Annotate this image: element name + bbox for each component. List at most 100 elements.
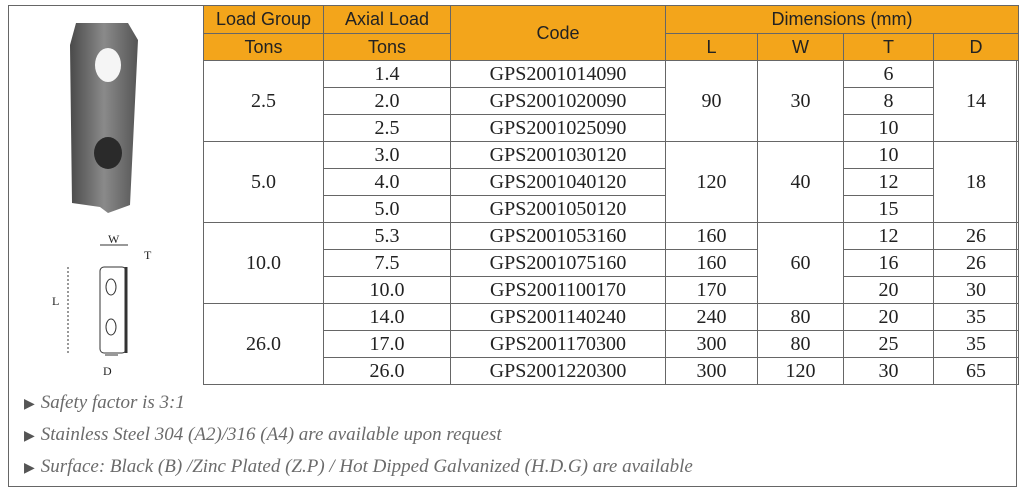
note-text: Stainless Steel 304 (A2)/316 (A4) are av… — [40, 424, 502, 445]
table-cell: 3.0 — [323, 141, 451, 169]
table-cell: GPS2001140240 — [450, 303, 666, 331]
hole — [94, 137, 122, 169]
bullet: ▶ — [24, 429, 35, 444]
table-cell: GPS2001030120 — [450, 141, 666, 169]
table-cell: 160 — [665, 249, 758, 277]
table-cell: 300 — [665, 330, 758, 358]
table-cell: 26 — [932, 249, 1020, 277]
header-cell: Axial Load — [323, 5, 451, 34]
dimension-drawing — [67, 244, 128, 356]
table-row: 5.0 GPS2001050120 15 — [204, 195, 1019, 223]
hole — [95, 48, 121, 82]
header-cell: T — [843, 33, 934, 61]
table-row: 2.5 GPS2001025090 10 — [204, 114, 1019, 142]
table-cell: 80 — [757, 303, 844, 331]
table-cell: 35 — [932, 330, 1020, 358]
table-cell: GPS2001014090 — [450, 60, 666, 88]
table-row: 2.5 1.4 GPS2001014090 90 30 6 14 — [203, 60, 1020, 142]
bullet: ▶ — [24, 461, 35, 476]
header-cell: D — [932, 33, 1020, 61]
table-cell: 20 — [843, 276, 934, 304]
bullet: ▶ — [24, 397, 35, 412]
table-cell: 14 — [932, 60, 1020, 142]
table-cell: GPS2001050120 — [450, 195, 666, 223]
product-illustration: W T L D — [52, 23, 152, 378]
label-w: W — [108, 232, 120, 246]
table-cell: 10.0 — [203, 222, 324, 304]
table-row: 10.0 GPS2001100170 170 20 30 — [204, 276, 1020, 304]
table-row: 10.0 5.3 GPS2001053160 160 60 12 26 — [203, 222, 1020, 304]
table-row: 7.5 GPS2001075160 160 16 26 — [204, 249, 1020, 277]
header-cell: Tons — [203, 33, 324, 61]
table-cell: 300 — [665, 357, 758, 385]
label-d: D — [103, 364, 112, 378]
table-cell: 170 — [665, 276, 758, 304]
table-cell: 40 — [757, 141, 844, 223]
table-cell: 120 — [757, 357, 844, 385]
table-cell: 7.5 — [323, 249, 451, 277]
header-cell: W — [757, 33, 844, 61]
table-cell: GPS2001020090 — [450, 87, 666, 115]
header-cell: Code — [450, 5, 666, 61]
table-row: 17.0 GPS2001170300 300 80 25 35 — [204, 330, 1020, 358]
table-cell: 30 — [843, 357, 934, 385]
label-l: L — [52, 294, 59, 308]
table-cell: 26.0 — [203, 303, 324, 385]
table-cell: 25 — [843, 330, 934, 358]
table-cell: 18 — [932, 141, 1020, 223]
table-cell: GPS2001025090 — [450, 114, 666, 142]
table-cell: 10.0 — [323, 276, 451, 304]
spec-table: Load Group Axial Load Code Dimensions (m… — [203, 5, 1020, 385]
header-cell: Load Group — [203, 5, 324, 34]
table-row: 2.0 GPS2001020090 8 — [204, 87, 1019, 115]
table-cell: 5.0 — [323, 195, 451, 223]
note-text: Safety factor is 3:1 — [40, 392, 185, 413]
table-cell: 6 — [843, 60, 934, 88]
table-cell: 26 — [932, 222, 1020, 250]
table-cell: 90 — [665, 60, 758, 142]
table-cell: 14.0 — [323, 303, 451, 331]
table-cell: 1.4 — [323, 60, 451, 88]
table-body: 2.5 1.4 GPS2001014090 90 30 6 14 2.0 GPS20010200… — [203, 60, 1020, 385]
note: ▶ Safety factor is 3:1 — [24, 392, 185, 414]
table-cell: 16 — [843, 249, 934, 277]
table-cell: 120 — [665, 141, 758, 223]
table-cell: 5.0 — [203, 141, 324, 223]
table-cell: 8 — [843, 87, 934, 115]
table-cell: 65 — [932, 357, 1020, 385]
table-cell: GPS2001220300 — [450, 357, 666, 385]
table-cell: 15 — [843, 195, 934, 223]
note: ▶ Surface: Black (B) /Zinc Plated (Z.P) /… — [24, 456, 693, 478]
header-cell: L — [665, 33, 758, 61]
table-cell: 30 — [757, 60, 844, 142]
table-cell: 60 — [757, 222, 844, 304]
table-cell: 10 — [843, 114, 934, 142]
note-text: Surface: Black (B) /Zinc Plated (Z.P) / … — [40, 456, 693, 477]
label-t: T — [144, 248, 152, 262]
table-row: 26.0 GPS2001220300 300 120 30 65 — [204, 357, 1020, 385]
table-row: 5.0 3.0 GPS2001030120 120 40 10 18 — [203, 141, 1020, 223]
header-cell: Dimensions (mm) — [664, 5, 1020, 34]
table-cell: 26.0 — [323, 357, 451, 385]
table-cell: GPS2001053160 — [450, 222, 666, 250]
table-cell: 12 — [843, 168, 934, 196]
table-cell: 4.0 — [323, 168, 451, 196]
table-row: 26.0 14.0 GPS2001140240 240 80 20 35 — [203, 303, 1020, 385]
table-cell: GPS2001040120 — [450, 168, 666, 196]
table-cell: 80 — [757, 330, 844, 358]
table-cell: GPS2001170300 — [450, 330, 666, 358]
table-cell: 30 — [932, 276, 1020, 304]
table-cell: 2.5 — [323, 114, 451, 142]
table-cell: 20 — [843, 303, 934, 331]
table-cell: 35 — [932, 303, 1020, 331]
table-cell: 10 — [843, 141, 934, 169]
table-row: 4.0 GPS2001040120 12 — [204, 168, 1019, 196]
table-cell: 160 — [665, 222, 758, 250]
header-cell: Tons — [323, 33, 451, 61]
table-cell: GPS2001075160 — [450, 249, 666, 277]
table-cell: 2.0 — [323, 87, 451, 115]
table-cell: 5.3 — [323, 222, 451, 250]
note: ▶ Stainless Steel 304 (A2)/316 (A4) are a… — [24, 424, 502, 446]
table-cell: 2.5 — [203, 60, 324, 142]
table-cell: 240 — [665, 303, 758, 331]
